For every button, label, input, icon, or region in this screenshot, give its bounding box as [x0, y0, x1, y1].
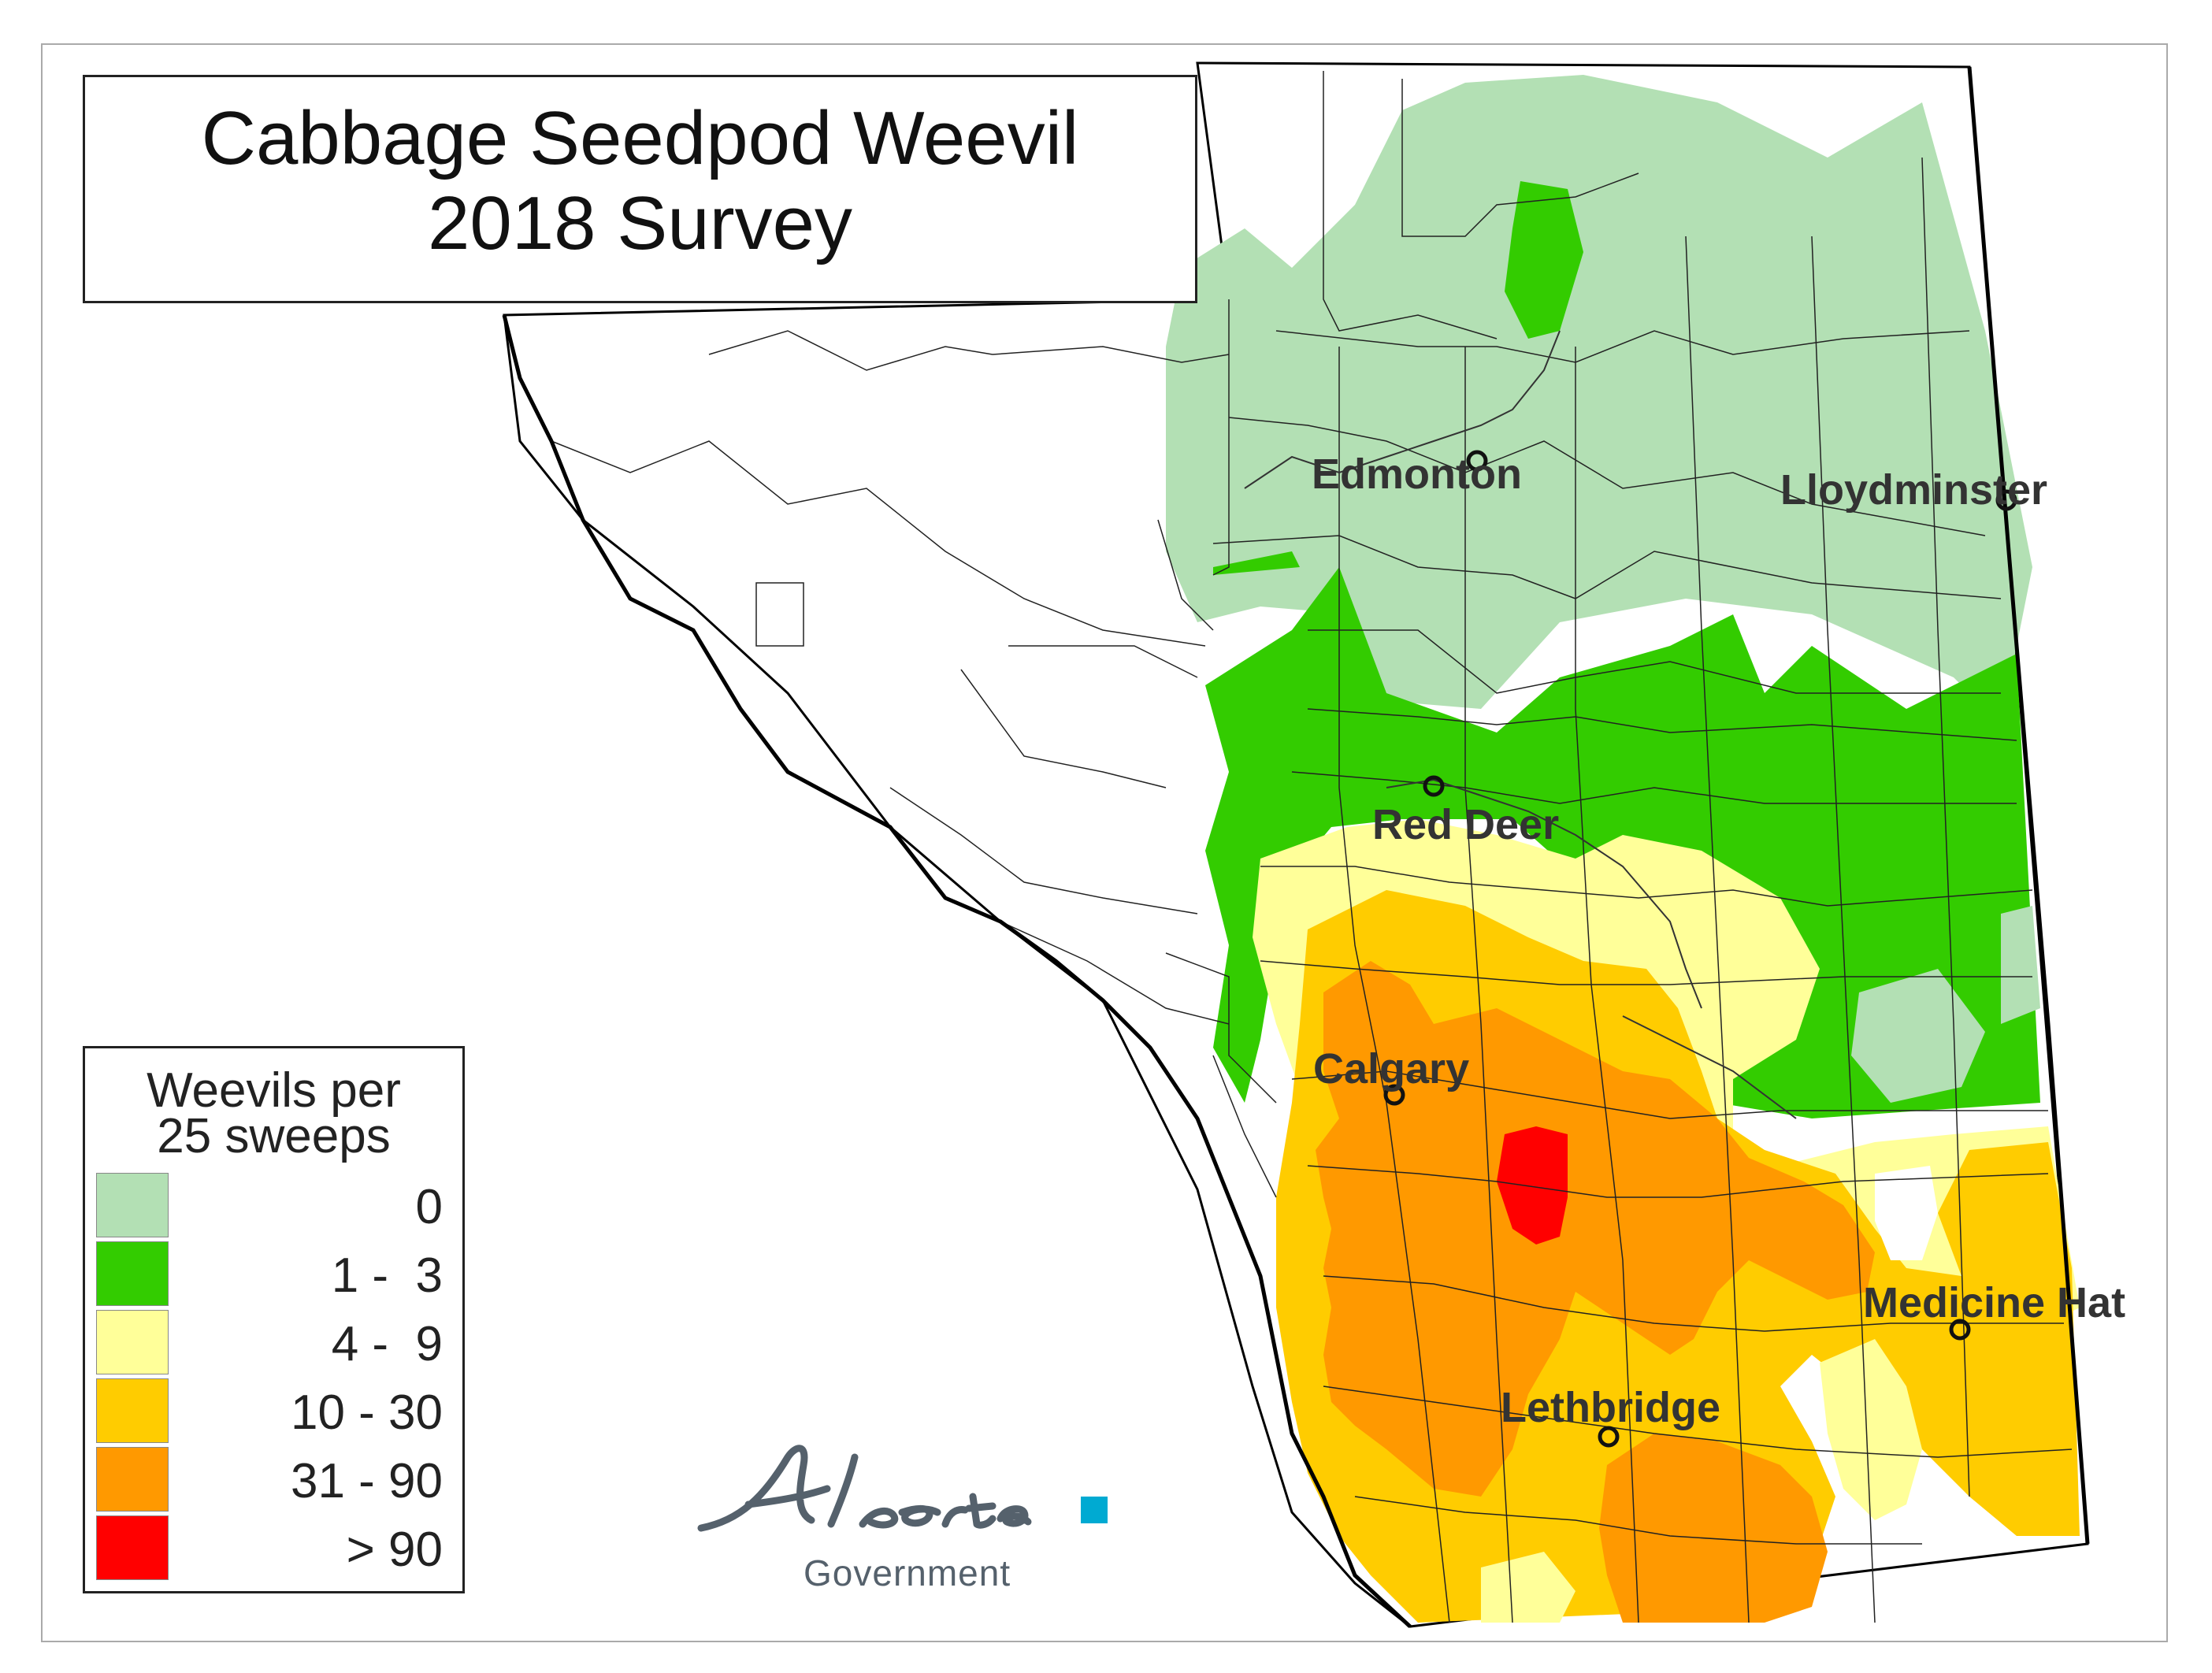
- city-label-medicine-hat: Medicine Hat: [1863, 1279, 2125, 1326]
- legend-label: 4 - 9: [331, 1317, 443, 1371]
- city-label-lethbridge: Lethbridge: [1501, 1384, 1720, 1431]
- city-marker: [1423, 775, 1445, 797]
- zone-31-90-core: [1316, 961, 1875, 1497]
- legend-swatch: [96, 1173, 169, 1237]
- city-marker: [1949, 1319, 1971, 1341]
- legend-item: 10 - 30: [96, 1378, 443, 1445]
- alberta-wordmark-shape: [697, 1445, 1032, 1532]
- county-boundaries: [551, 71, 2073, 1623]
- city-lloydminster: Lloydminster: [1780, 466, 2047, 514]
- legend-swatch: [96, 1310, 169, 1374]
- zone-31-90-southeast: [1599, 1434, 1828, 1623]
- legend-item: 0: [96, 1173, 443, 1239]
- legend-item: 31 - 90: [96, 1447, 443, 1513]
- map-title: Cabbage Seedpod Weevil: [201, 96, 1079, 180]
- rivers: [1244, 330, 1797, 1119]
- legend-label: 1 - 3: [331, 1248, 443, 1303]
- city-marker: [1466, 450, 1488, 472]
- legend-label: 10 - 30: [290, 1386, 443, 1440]
- alberta-government-logo: Government: [693, 1434, 1134, 1623]
- zone-1-3-north-patch: [1505, 181, 1583, 339]
- city-calgary: Calgary: [1313, 1045, 1469, 1106]
- legend-title-line2: 25 sweeps: [157, 1109, 391, 1163]
- zone-0-east-patch: [1851, 969, 1985, 1103]
- zone-4-9-southeast: [1820, 1339, 1922, 1520]
- city-marker: [1995, 489, 2017, 511]
- legend-item: 1 - 3: [96, 1241, 443, 1308]
- legend: Weevils per 25 sweeps 0 1 - 3 4 - 9 10 -…: [83, 1046, 465, 1593]
- legend-swatch: [96, 1447, 169, 1512]
- logo-subtitle: Government: [804, 1552, 1011, 1593]
- legend-label: 31 - 90: [290, 1454, 443, 1508]
- city-red-deer: Red Deer: [1372, 775, 1559, 848]
- legend-swatch: [96, 1515, 169, 1580]
- zone-over-90: [1497, 1126, 1568, 1245]
- legend-title-line1: Weevils per: [147, 1063, 401, 1118]
- city-lethbridge: Lethbridge: [1501, 1384, 1720, 1448]
- zone-0-north: [1166, 75, 2032, 725]
- city-label-calgary: Calgary: [1313, 1045, 1469, 1092]
- city-marker: [1598, 1426, 1620, 1448]
- legend-swatch: [96, 1378, 169, 1443]
- city-label-red-deer: Red Deer: [1372, 801, 1559, 848]
- zone-no-data-east: [1875, 1166, 1938, 1260]
- zone-0-east-patch-2: [2001, 906, 2040, 1024]
- legend-swatch: [96, 1241, 169, 1306]
- map-subtitle: 2018 Survey: [427, 181, 852, 265]
- province-boundary: [502, 66, 2090, 1628]
- alberta-logo-square: [1081, 1497, 1108, 1523]
- city-label-lloydminster: Lloydminster: [1780, 466, 2047, 514]
- city-label-edmonton: Edmonton: [1312, 451, 1522, 498]
- city-marker: [1383, 1084, 1405, 1106]
- map-title-box: Cabbage Seedpod Weevil 2018 Survey: [83, 75, 1197, 303]
- legend-label: 0: [415, 1180, 443, 1234]
- alberta-wordmark: [697, 1445, 1108, 1532]
- legend-label: > 90: [346, 1523, 443, 1577]
- legend-item: > 90: [96, 1515, 443, 1582]
- city-medicine-hat: Medicine Hat: [1863, 1279, 2125, 1341]
- zone-4-9-south: [1481, 1552, 1575, 1623]
- city-edmonton: Edmonton: [1312, 450, 1522, 498]
- legend-item: 4 - 9: [96, 1310, 443, 1376]
- zone-1-3-north-edge: [1213, 551, 1300, 575]
